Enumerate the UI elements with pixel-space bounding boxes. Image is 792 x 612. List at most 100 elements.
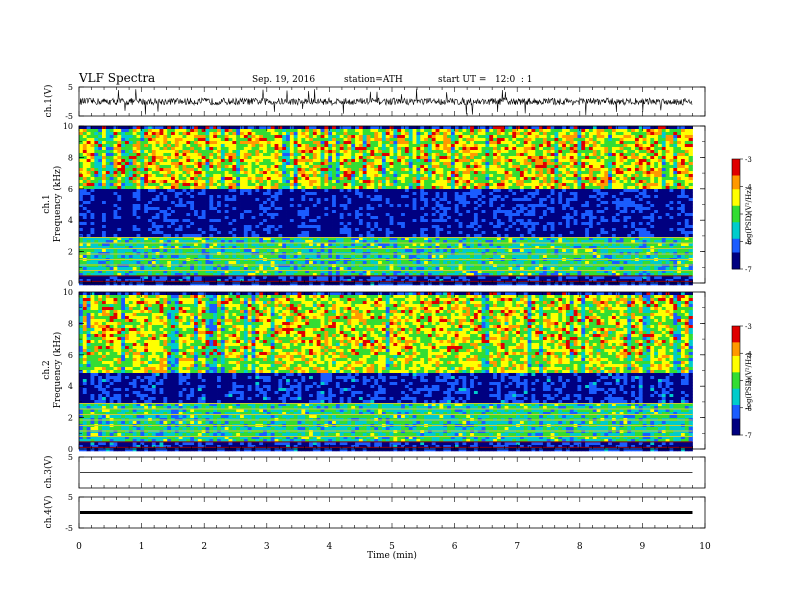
spectrogram-cell — [90, 132, 95, 136]
spectrogram-cell — [224, 129, 229, 133]
spectrogram-cell — [117, 282, 122, 286]
spectrogram-cell — [385, 282, 390, 286]
spectrogram-cell — [151, 270, 157, 274]
spectrogram-cell — [427, 138, 433, 142]
spectrogram-cell — [312, 207, 318, 211]
spectrogram-cell — [332, 201, 337, 205]
spectrogram-cell — [324, 174, 329, 178]
spectrogram-cell — [251, 162, 256, 166]
spectrogram-cell — [220, 273, 226, 277]
spectrogram-cell — [274, 282, 279, 286]
spectrogram-cell — [332, 225, 337, 229]
spectrogram-cell — [351, 174, 356, 178]
spectrogram-cell — [163, 243, 168, 247]
spectrogram-cell — [79, 195, 84, 199]
spectrogram-cell — [240, 201, 245, 205]
spectrogram-cell — [404, 237, 410, 241]
spectrogram-cell — [102, 195, 107, 199]
spectrogram-cell — [209, 267, 214, 271]
spectrogram-cell — [424, 261, 429, 265]
spectrogram-cell — [209, 279, 214, 283]
spectrogram-cell — [305, 135, 310, 139]
spectrogram-cell — [240, 186, 245, 190]
spectrogram-cell — [412, 174, 417, 178]
spectrogram-cell — [167, 138, 172, 142]
spectrogram-cell — [98, 246, 103, 250]
spectrogram-cell — [94, 219, 99, 223]
spectrogram-cell — [385, 168, 390, 172]
spectrogram-cell — [236, 195, 241, 199]
spectrogram-cell — [86, 171, 91, 175]
spectrogram-cell — [293, 186, 298, 190]
spectrogram-cell — [385, 144, 390, 148]
spectrogram-cell — [251, 141, 256, 145]
spectrogram-cell — [397, 204, 402, 208]
spectrogram-cell — [79, 192, 84, 196]
spectrogram-cell — [320, 186, 325, 190]
spectrogram-cell — [186, 270, 191, 274]
spectrogram-cell — [209, 210, 214, 214]
spectrogram-cell — [335, 225, 341, 229]
spectrogram-cell — [278, 177, 283, 181]
spectrogram-cell — [86, 210, 91, 214]
spectrogram-cell — [424, 219, 429, 223]
spectrogram-cell — [132, 219, 137, 223]
spectrogram-cell — [374, 207, 379, 211]
spectrogram-cell — [178, 270, 183, 274]
spectrogram-cell — [293, 219, 298, 223]
spectrogram-cell — [266, 183, 272, 187]
spectrogram-cell — [347, 156, 352, 160]
spectrogram-cell — [301, 276, 306, 280]
spectrogram-cell — [136, 249, 141, 253]
spectrogram-cell — [224, 177, 229, 181]
spectrogram-cell — [335, 144, 341, 148]
spectrogram-cell — [263, 198, 268, 202]
spectrogram-cell — [213, 249, 218, 253]
spectrogram-cell — [328, 270, 333, 274]
spectrogram-cell — [266, 132, 272, 136]
spectrogram-cell — [289, 261, 295, 265]
spectrogram-cell — [266, 156, 272, 160]
spectrogram-cell — [259, 264, 264, 268]
spectrogram-cell — [347, 240, 352, 244]
spectrogram-cell — [320, 174, 325, 178]
spectrogram-cell — [121, 279, 126, 283]
spectrogram-cell — [416, 186, 421, 190]
spectrogram-cell — [297, 174, 302, 178]
spectrogram-cell — [286, 132, 291, 136]
spectrogram-cell — [366, 207, 371, 211]
spectrogram-cell — [136, 267, 141, 271]
spectrogram-cell — [366, 168, 371, 172]
spectrogram-cell — [251, 270, 256, 274]
spectrogram-cell — [389, 150, 394, 154]
spectrogram-cell — [151, 165, 157, 169]
spectrogram-cell — [228, 270, 233, 274]
spectrogram-cell — [121, 231, 126, 235]
spectrogram-cell — [190, 162, 195, 166]
spectrogram-cell — [324, 246, 329, 250]
spectrogram-cell — [117, 183, 122, 187]
spectrogram-cell — [94, 195, 99, 199]
spectrogram-cell — [128, 138, 134, 142]
spectrogram-cell — [335, 168, 341, 172]
spectrogram-cell — [174, 204, 180, 208]
spectrogram-cell — [324, 162, 329, 166]
spectrogram-cell — [236, 174, 241, 178]
spectrogram-cell — [381, 126, 387, 130]
spectrogram-cell — [332, 249, 337, 253]
spectrogram-cell — [358, 189, 364, 193]
spectrogram-cell — [197, 213, 203, 217]
spectrogram-cell — [167, 267, 172, 271]
spectrogram-cell — [163, 159, 168, 163]
spectrogram-cell — [151, 237, 157, 241]
spectrogram-cell — [140, 216, 145, 220]
spectrogram-cell — [335, 234, 341, 238]
spectrogram-cell — [301, 267, 306, 271]
spectrogram-cell — [427, 165, 433, 169]
spectrogram-cell — [178, 174, 183, 178]
spectrogram-cell — [401, 138, 406, 142]
spectrogram-cell — [324, 183, 329, 187]
spectrogram-cell — [408, 228, 413, 232]
spectrogram-cell — [220, 270, 226, 274]
spectrogram-cell — [431, 141, 436, 145]
